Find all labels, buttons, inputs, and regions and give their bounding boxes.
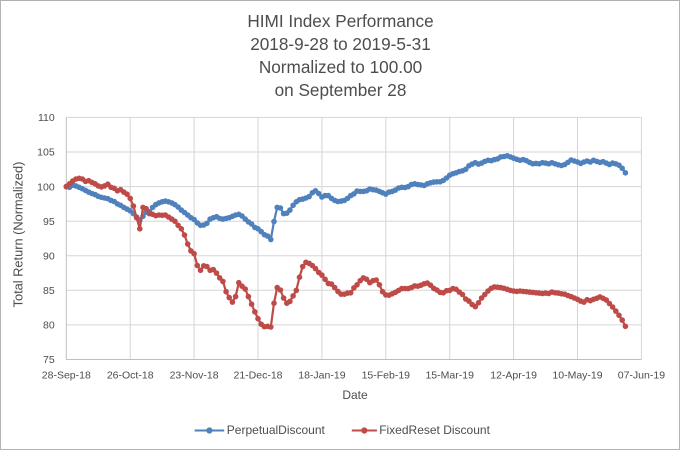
svg-text:on September 28: on September 28	[275, 80, 407, 100]
svg-text:Normalized to 100.00: Normalized to 100.00	[259, 57, 422, 77]
svg-text:85: 85	[43, 285, 55, 297]
svg-text:HIMI Index Performance: HIMI Index Performance	[247, 11, 433, 31]
svg-text:Total Return (Normalized): Total Return (Normalized)	[10, 162, 25, 308]
svg-text:Date: Date	[342, 388, 368, 402]
svg-text:28-Sep-18: 28-Sep-18	[42, 369, 91, 381]
svg-text:95: 95	[43, 216, 55, 228]
svg-text:26-Oct-18: 26-Oct-18	[107, 369, 154, 381]
svg-text:18-Jan-19: 18-Jan-19	[298, 369, 345, 381]
svg-text:75: 75	[43, 354, 55, 366]
svg-text:90: 90	[43, 250, 55, 262]
svg-text:2018-9-28 to 2019-5-31: 2018-9-28 to 2019-5-31	[250, 34, 431, 54]
svg-text:FixedReset Discount: FixedReset Discount	[379, 423, 490, 437]
svg-text:100: 100	[37, 181, 55, 193]
svg-text:07-Jun-19: 07-Jun-19	[618, 369, 665, 381]
svg-text:10-May-19: 10-May-19	[552, 369, 602, 381]
svg-text:23-Nov-18: 23-Nov-18	[170, 369, 219, 381]
svg-text:PerpetualDiscount: PerpetualDiscount	[227, 423, 326, 437]
svg-text:12-Apr-19: 12-Apr-19	[490, 369, 537, 381]
svg-text:15-Feb-19: 15-Feb-19	[362, 369, 411, 381]
svg-text:80: 80	[43, 320, 55, 332]
svg-text:110: 110	[38, 112, 55, 124]
svg-text:21-Dec-18: 21-Dec-18	[233, 369, 282, 381]
svg-text:15-Mar-19: 15-Mar-19	[425, 369, 474, 381]
svg-text:105: 105	[37, 147, 55, 159]
